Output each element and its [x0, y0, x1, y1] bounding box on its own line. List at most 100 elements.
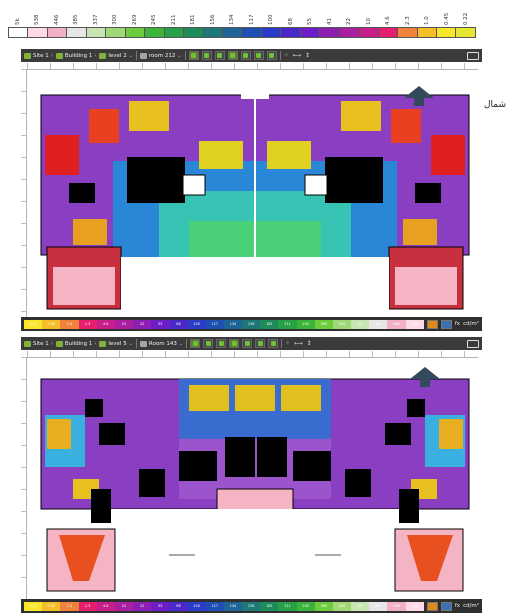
view-mode-button[interactable] [190, 339, 201, 348]
room-selector[interactable]: Room 143 ⌄ [139, 340, 184, 347]
scale-value-cell: 1.0 [60, 319, 79, 329]
layer-icon [204, 53, 210, 58]
horizontal-ruler [27, 351, 478, 358]
hot-spot [89, 109, 119, 143]
screen-icon[interactable] [467, 339, 479, 348]
layer-icon [243, 53, 249, 58]
layer-button[interactable] [242, 339, 253, 348]
toolbar-divider [279, 51, 281, 60]
fx-label[interactable]: fx [454, 603, 461, 609]
layer-icon [230, 53, 236, 58]
wing-bottom-left-light [53, 267, 115, 305]
legend-color-swatch [281, 28, 301, 37]
chevron-down-icon: ⌄ [178, 340, 184, 347]
legend-value-label: 4.6 [385, 16, 392, 25]
hot-spot [189, 385, 229, 411]
legend-value-label: 10 [365, 18, 372, 25]
legend-color-swatch [28, 28, 48, 37]
false-color-floor-plan[interactable] [29, 359, 481, 597]
layer-button[interactable] [227, 51, 238, 60]
units-label[interactable]: cd/m² [463, 603, 479, 609]
scale-value-cell: 100 [187, 601, 206, 611]
hot-spot [403, 219, 437, 245]
palette-button[interactable] [440, 319, 452, 329]
scale-value-cell: 269 [314, 319, 333, 329]
chevron-right-icon: › [50, 340, 53, 347]
legend-color-swatch [67, 28, 87, 37]
legend-value-label: 41 [326, 18, 333, 25]
scale-value-cell: 538 [405, 319, 424, 329]
legend-color-swatch [125, 28, 146, 37]
wing-bottom-right-light [395, 267, 457, 305]
north-arrow-icon [410, 367, 440, 387]
palette-button[interactable] [426, 601, 438, 611]
legend-value-label: 5k [14, 18, 21, 25]
site-selector[interactable]: Site 1 › [24, 52, 53, 59]
layer-button[interactable] [229, 339, 240, 348]
floor-plan-svg [40, 378, 470, 597]
layer-button[interactable] [253, 51, 264, 60]
wall-block [407, 399, 425, 417]
layer-button[interactable] [203, 339, 214, 348]
scale-value-cell: 538 [405, 601, 424, 611]
layer-button[interactable] [201, 51, 212, 60]
legend-value-label: 55 [307, 18, 314, 25]
legend-value-label: 385 [73, 14, 80, 26]
level-selector[interactable]: level 2 ⌄ [99, 52, 133, 59]
hot-spot [391, 109, 421, 143]
hot-spot [235, 385, 275, 411]
view-icon [192, 341, 198, 346]
fx-label[interactable]: fx [454, 321, 461, 327]
chevron-right-icon: › [50, 52, 53, 59]
scale-value-cell: 134 [223, 601, 243, 611]
scale-value-cell: 0.45 [42, 601, 61, 611]
scale-value-cell: 2.3 [78, 601, 97, 611]
measure-tools-icon[interactable]: ⁘ ⟷ ↕ [283, 52, 312, 59]
palette-button[interactable] [426, 319, 438, 329]
hot-spot [73, 219, 107, 245]
layer-button[interactable] [255, 339, 266, 348]
level-selector[interactable]: level 5 ⌄ [99, 340, 133, 347]
scale-value-cell: 446 [387, 319, 406, 329]
scale-value-cell: 269 [314, 601, 333, 611]
layer-button[interactable] [216, 339, 227, 348]
layer-button[interactable] [266, 51, 277, 60]
chevron-down-icon: ⌄ [128, 340, 133, 347]
scale-value-cell: 134 [223, 319, 243, 329]
legend-color-swatch [145, 28, 165, 37]
legend-value-label: 538 [34, 14, 41, 26]
scale-value-cell: 68 [169, 601, 188, 611]
horizontal-ruler [27, 63, 478, 70]
legend-value-label: 300 [112, 14, 119, 26]
false-color-floor-plan[interactable] [29, 71, 481, 315]
layer-button[interactable] [240, 51, 251, 60]
chevron-right-icon: › [94, 52, 97, 59]
view-mode-button[interactable] [188, 51, 199, 60]
building-selector[interactable]: Building 1 › [55, 340, 96, 347]
wall-block [345, 469, 371, 497]
wall-block [127, 157, 185, 203]
scale-value-cell: 4.6 [96, 319, 115, 329]
building-selector[interactable]: Building 1 › [55, 52, 97, 59]
units-label[interactable]: cd/m² [463, 321, 479, 327]
layer-button[interactable] [214, 51, 225, 60]
legend-color-swatch [359, 28, 379, 37]
screen-icon[interactable] [467, 51, 479, 60]
scale-cells: 0.22 0.45 1.0 2.3 4.6 10 22 55 68 100 117 134 156 181… [24, 601, 424, 611]
legend-color-swatch [339, 28, 360, 37]
legend-value-label: 134 [229, 14, 236, 26]
hot-spot [199, 141, 243, 169]
scale-value-cell: 156 [242, 319, 261, 329]
scale-value-cell: 181 [260, 601, 279, 611]
chevron-down-icon: ⌄ [177, 52, 182, 59]
legend-color-swatch [47, 28, 68, 37]
layer-button[interactable] [268, 339, 279, 348]
legend-color-swatch [164, 28, 185, 37]
room-selector[interactable]: room 212 ⌄ [139, 52, 182, 59]
scale-value-cell: 1.0 [60, 601, 79, 611]
toolbar-divider [281, 339, 283, 348]
measure-tools-icon[interactable]: ⁘ ⟷ ↕ [285, 340, 313, 347]
site-selector[interactable]: Site 1 › [24, 340, 53, 347]
scale-value-cell: 55 [151, 319, 170, 329]
palette-button[interactable] [440, 601, 452, 611]
